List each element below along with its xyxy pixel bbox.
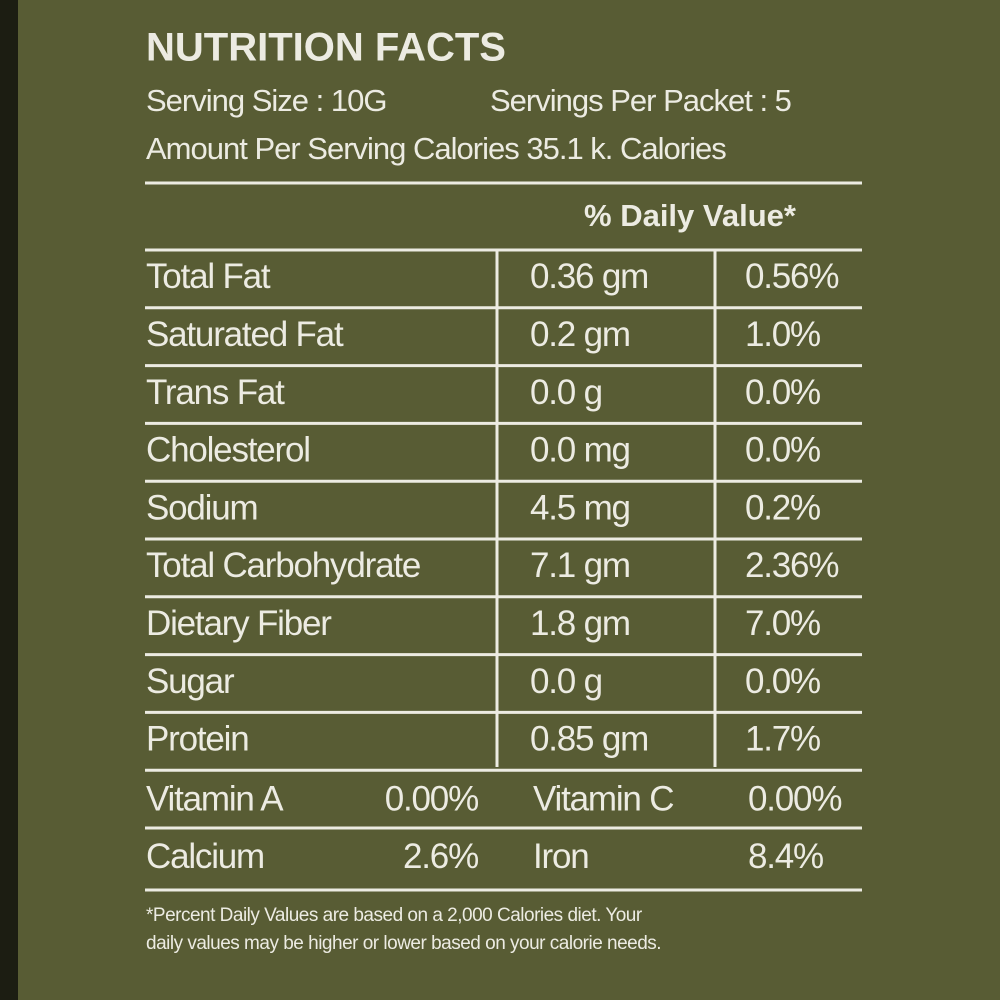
nutrient-name: Sugar	[146, 662, 235, 701]
nutrient-daily-value: 2.36%	[745, 546, 838, 585]
serving-size: Serving Size : 10G	[146, 83, 386, 118]
nutrient-daily-value: 7.0%	[745, 604, 820, 643]
vitamin-name: Vitamin A	[146, 779, 284, 818]
nutrient-name: Protein	[146, 720, 249, 759]
nutrient-amount: 0.0 mg	[530, 431, 630, 470]
vitamin-value: 2.6%	[403, 837, 478, 876]
nutrient-amount: 4.5 mg	[530, 488, 630, 527]
vitamin-value: 8.4%	[748, 837, 823, 876]
nutrient-name: Saturated Fat	[146, 315, 344, 354]
calories: Amount Per Serving Calories 35.1 k. Calo…	[146, 131, 726, 166]
nutrient-name: Sodium	[146, 488, 257, 527]
nutrient-amount: 0.0 g	[530, 373, 602, 412]
nutrient-daily-value: 0.0%	[745, 431, 820, 470]
footnote: *Percent Daily Values are based on a 2,0…	[146, 905, 643, 926]
nutrient-daily-value: 1.7%	[745, 720, 820, 759]
nutrient-amount: 0.0 g	[530, 662, 602, 701]
vitamin-value: 0.00%	[385, 779, 478, 818]
nutrient-name: Cholesterol	[146, 431, 310, 470]
nutrient-daily-value: 1.0%	[745, 315, 820, 354]
nutrient-name: Total Carbohydrate	[146, 546, 420, 585]
nutrient-amount: 0.2 gm	[530, 315, 630, 354]
nutrient-amount: 1.8 gm	[530, 604, 630, 643]
nutrient-name: Trans Fat	[146, 373, 285, 412]
nutrient-daily-value: 0.56%	[745, 257, 838, 296]
nutrient-daily-value: 0.0%	[745, 373, 820, 412]
nutrient-daily-value: 0.2%	[745, 488, 820, 527]
nutrient-name: Dietary Fiber	[146, 604, 332, 643]
rows: Total Fat 0.36 gm 0.56% Saturated Fat 0.2 gm…	[145, 257, 862, 954]
nutrient-amount: 0.36 gm	[530, 257, 648, 296]
footnote: daily values may be higher or lower base…	[146, 933, 661, 954]
daily-value-header: % Daily Value*	[584, 198, 797, 233]
title: NUTRITION FACTS	[146, 26, 506, 70]
edge-shadow	[0, 0, 18, 1000]
vitamin-name: Iron	[533, 837, 589, 876]
nutrient-daily-value: 0.0%	[745, 662, 820, 701]
vitamin-name: Vitamin C	[533, 779, 673, 818]
nutrient-amount: 0.85 gm	[530, 720, 648, 759]
vitamin-value: 0.00%	[748, 779, 841, 818]
vitamin-name: Calcium	[146, 837, 264, 876]
nutrient-name: Total Fat	[146, 257, 271, 296]
nutrient-amount: 7.1 gm	[530, 546, 630, 585]
servings-per-packet: Servings Per Packet : 5	[490, 83, 791, 118]
